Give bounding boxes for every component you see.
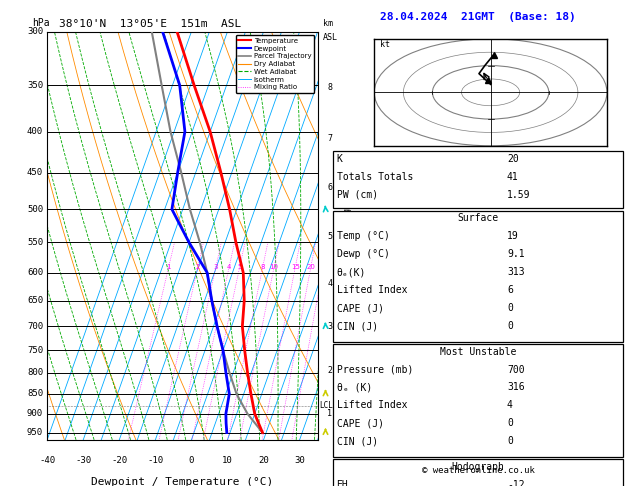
Text: 316: 316 <box>507 382 525 393</box>
Text: CIN (J): CIN (J) <box>337 436 377 447</box>
Text: 1: 1 <box>327 409 332 418</box>
Text: 5: 5 <box>238 264 242 270</box>
Text: 10: 10 <box>222 456 233 465</box>
Text: Hodograph: Hodograph <box>452 462 504 472</box>
Text: LCL: LCL <box>319 401 333 411</box>
Text: θₑ (K): θₑ (K) <box>337 382 372 393</box>
Text: PW (cm): PW (cm) <box>337 190 377 200</box>
Text: 300: 300 <box>27 27 43 36</box>
Text: 28.04.2024  21GMT  (Base: 18): 28.04.2024 21GMT (Base: 18) <box>380 12 576 22</box>
Text: 0: 0 <box>189 456 194 465</box>
Text: Pressure (mb): Pressure (mb) <box>337 364 413 375</box>
Text: hPa: hPa <box>32 17 50 28</box>
Text: 0: 0 <box>507 418 513 429</box>
Text: 900: 900 <box>27 409 43 418</box>
Text: θₑ(K): θₑ(K) <box>337 267 366 278</box>
Text: Temp (°C): Temp (°C) <box>337 231 389 242</box>
Text: 30: 30 <box>294 456 305 465</box>
Text: 700: 700 <box>27 322 43 331</box>
Text: 20: 20 <box>507 154 519 164</box>
Text: 6: 6 <box>327 183 332 192</box>
Text: 800: 800 <box>27 368 43 377</box>
Text: EH: EH <box>337 480 348 486</box>
Text: 1: 1 <box>167 264 171 270</box>
Text: Lifted Index: Lifted Index <box>337 400 407 411</box>
Text: CAPE (J): CAPE (J) <box>337 303 384 313</box>
Text: 7: 7 <box>327 134 332 143</box>
Text: CIN (J): CIN (J) <box>337 321 377 331</box>
Text: 6: 6 <box>507 285 513 295</box>
Text: 5: 5 <box>327 231 332 241</box>
Text: -20: -20 <box>111 456 127 465</box>
Text: 350: 350 <box>27 81 43 90</box>
Text: 0: 0 <box>507 436 513 447</box>
Text: Mixing Ratio (g/kg): Mixing Ratio (g/kg) <box>343 188 352 283</box>
Text: 4: 4 <box>327 278 332 288</box>
Text: 0: 0 <box>507 321 513 331</box>
Text: Dewpoint / Temperature (°C): Dewpoint / Temperature (°C) <box>91 477 274 486</box>
Text: K: K <box>337 154 342 164</box>
Text: kt: kt <box>380 40 390 49</box>
Text: © weatheronline.co.uk: © weatheronline.co.uk <box>421 466 535 475</box>
Text: Dewp (°C): Dewp (°C) <box>337 249 389 260</box>
Text: Most Unstable: Most Unstable <box>440 347 516 357</box>
Text: 600: 600 <box>27 268 43 277</box>
Text: 2: 2 <box>196 264 200 270</box>
Text: 3: 3 <box>327 322 332 331</box>
Text: ASL: ASL <box>323 33 338 42</box>
Text: 19: 19 <box>507 231 519 242</box>
Text: 20: 20 <box>258 456 269 465</box>
Text: -40: -40 <box>39 456 55 465</box>
Text: Lifted Index: Lifted Index <box>337 285 407 295</box>
Legend: Temperature, Dewpoint, Parcel Trajectory, Dry Adiabat, Wet Adiabat, Isotherm, Mi: Temperature, Dewpoint, Parcel Trajectory… <box>236 35 314 93</box>
Text: -30: -30 <box>75 456 91 465</box>
Text: km: km <box>323 18 333 28</box>
Text: -12: -12 <box>507 480 525 486</box>
Text: 450: 450 <box>27 168 43 177</box>
Text: 550: 550 <box>27 238 43 247</box>
Text: 950: 950 <box>27 428 43 437</box>
Text: 700: 700 <box>507 364 525 375</box>
Text: 0: 0 <box>507 303 513 313</box>
Text: 15: 15 <box>291 264 300 270</box>
Text: 3: 3 <box>214 264 218 270</box>
Text: 10: 10 <box>270 264 279 270</box>
Text: 8: 8 <box>260 264 265 270</box>
Text: 313: 313 <box>507 267 525 278</box>
Title: 38°10'N  13°05'E  151m  ASL: 38°10'N 13°05'E 151m ASL <box>59 19 241 30</box>
Text: Totals Totals: Totals Totals <box>337 172 413 182</box>
Text: 650: 650 <box>27 296 43 305</box>
Text: 20: 20 <box>306 264 315 270</box>
Text: Surface: Surface <box>457 213 499 224</box>
Text: 2: 2 <box>327 366 332 375</box>
Text: -10: -10 <box>147 456 164 465</box>
Text: 41: 41 <box>507 172 519 182</box>
Text: 500: 500 <box>27 205 43 214</box>
Text: 400: 400 <box>27 127 43 136</box>
Text: 750: 750 <box>27 346 43 355</box>
Text: 8: 8 <box>327 83 332 92</box>
Text: 4: 4 <box>507 400 513 411</box>
Text: 850: 850 <box>27 389 43 399</box>
Text: CAPE (J): CAPE (J) <box>337 418 384 429</box>
Text: 1.59: 1.59 <box>507 190 530 200</box>
Text: 9.1: 9.1 <box>507 249 525 260</box>
Text: 4: 4 <box>227 264 231 270</box>
